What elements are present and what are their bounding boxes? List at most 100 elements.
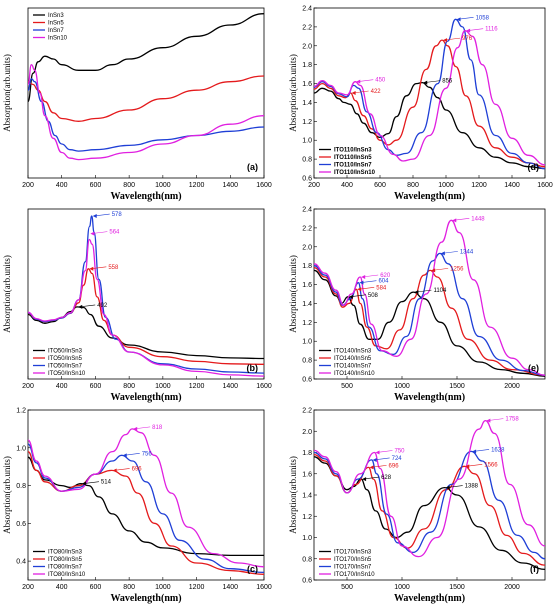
x-tick-label: 600 bbox=[374, 182, 386, 189]
y-tick-label: 1.2 bbox=[302, 320, 312, 327]
series-line-4 bbox=[28, 428, 264, 568]
x-tick-label: 400 bbox=[341, 182, 353, 189]
x-tick-label: 2000 bbox=[504, 584, 520, 591]
x-tick-label: 1200 bbox=[189, 182, 205, 189]
x-tick-label: 1400 bbox=[222, 584, 238, 591]
annotation-arrowhead bbox=[81, 481, 86, 486]
annotation-arrowhead bbox=[89, 266, 94, 271]
series-line-1 bbox=[314, 81, 545, 170]
legend-label: ITO50/InSn10 bbox=[48, 371, 86, 377]
y-tick-label: 0.8 bbox=[302, 358, 312, 365]
x-tick-label: 800 bbox=[407, 182, 419, 189]
annotation-arrowhead bbox=[372, 457, 377, 462]
x-tick-label: 1400 bbox=[222, 383, 238, 390]
panel-label: (a) bbox=[247, 162, 258, 172]
plot-frame bbox=[313, 208, 546, 380]
annotation-arrowhead bbox=[112, 468, 117, 473]
legend-label: ITO50/InSn7 bbox=[48, 364, 83, 370]
annotation-label: 818 bbox=[152, 425, 163, 431]
annotation-label: 584 bbox=[376, 285, 387, 291]
y-tick-label: 0.8 bbox=[302, 556, 312, 563]
series-line-1 bbox=[314, 456, 545, 571]
x-tick-label: 600 bbox=[90, 584, 102, 591]
annotation-arrowhead bbox=[472, 449, 477, 454]
legend-label: InSn5 bbox=[48, 21, 64, 27]
x-tick-label: 1000 bbox=[155, 584, 171, 591]
y-tick-label: 1.8 bbox=[302, 450, 312, 457]
y-tick-label: 0.6 bbox=[302, 377, 312, 384]
y-tick-label: 2.0 bbox=[302, 429, 312, 436]
x-tick-label: 200 bbox=[22, 584, 34, 591]
x-axis-label: Wavelength(nm) bbox=[110, 593, 181, 604]
series-line-3 bbox=[28, 78, 264, 152]
y-axis-label: Absorption(arb.units) bbox=[288, 456, 298, 534]
y-tick-label: 1.6 bbox=[302, 282, 312, 289]
x-tick-label: 200 bbox=[22, 182, 34, 189]
series-group bbox=[314, 18, 545, 170]
annotation-label: 604 bbox=[378, 279, 389, 285]
x-tick-label: 1400 bbox=[504, 182, 520, 189]
annotation-label: 1448 bbox=[471, 216, 485, 222]
legend-label: ITO140/InSn7 bbox=[334, 364, 372, 370]
y-axis-label: Absorption(arb.units) bbox=[2, 456, 12, 534]
x-axis-label: Wavelength(nm) bbox=[110, 191, 181, 202]
series-line-2 bbox=[28, 75, 264, 122]
x-tick-label: 800 bbox=[123, 584, 135, 591]
y-tick-label: 1.2 bbox=[16, 408, 26, 415]
annotation-arrowhead bbox=[133, 426, 138, 431]
series-group bbox=[314, 219, 545, 377]
x-tick-label: 1400 bbox=[222, 182, 238, 189]
x-axis-label: Wavelength(nm) bbox=[110, 392, 181, 403]
annotation-arrowhead bbox=[456, 17, 461, 22]
annotation-arrowhead bbox=[440, 251, 445, 256]
annotation-arrowhead bbox=[423, 80, 428, 85]
y-tick-label: 1.2 bbox=[302, 119, 312, 126]
annotation-label: 1388 bbox=[465, 484, 479, 490]
x-tick-label: 1000 bbox=[155, 182, 171, 189]
legend-label: ITO80/InSn5 bbox=[48, 557, 83, 563]
x-tick-label: 200 bbox=[22, 383, 34, 390]
series-line-2 bbox=[28, 450, 264, 575]
annotation-label: 422 bbox=[371, 89, 382, 95]
annotation-label: 508 bbox=[368, 293, 379, 299]
y-tick-label: 0.8 bbox=[302, 157, 312, 164]
annotation-label: 1058 bbox=[476, 15, 490, 21]
legend-label: ITO170/InSn7 bbox=[334, 565, 372, 571]
legend-label: ITO110/InSn7 bbox=[334, 163, 372, 169]
annotation-arrowhead bbox=[78, 304, 83, 309]
panel-label: (d) bbox=[528, 162, 540, 172]
panel-2: 200 400 600 800 1000 1200 1400 1600 0.6 0.8 1.0 1.2… bbox=[288, 6, 553, 203]
legend-label: ITO50/InSn3 bbox=[48, 349, 83, 355]
y-tick-label: 1.0 bbox=[16, 445, 26, 452]
y-axis-label: Absorption(arb.units) bbox=[2, 255, 12, 333]
annotation-arrowhead bbox=[92, 214, 97, 219]
annotation-label: 1256 bbox=[450, 266, 464, 272]
legend-label: ITO80/InSn3 bbox=[48, 550, 83, 556]
panel-label: (f) bbox=[530, 564, 539, 574]
x-axis-label: Wavelength(nm) bbox=[394, 593, 465, 604]
panel-5: 200 400 600 800 1000 1200 1400 1600 0.4 0.6 0.8 1.0… bbox=[2, 408, 272, 605]
plot-frame bbox=[27, 208, 265, 380]
y-tick-label: 1.6 bbox=[302, 471, 312, 478]
annotation-label: 976 bbox=[462, 36, 473, 42]
y-tick-label: 2.2 bbox=[302, 24, 312, 31]
y-tick-label: 1.0 bbox=[302, 138, 312, 145]
series-line-4 bbox=[314, 219, 545, 376]
x-tick-label: 500 bbox=[341, 584, 353, 591]
x-tick-label: 1500 bbox=[449, 584, 465, 591]
y-tick-label: 1.8 bbox=[302, 263, 312, 270]
y-tick-label: 1.2 bbox=[302, 514, 312, 521]
panel-label: (e) bbox=[528, 363, 539, 373]
annotation-label: 696 bbox=[132, 466, 143, 472]
x-tick-label: 1200 bbox=[471, 182, 487, 189]
y-tick-label: 1.4 bbox=[302, 100, 312, 107]
legend-label: ITO170/InSn10 bbox=[334, 572, 375, 578]
series-group bbox=[28, 215, 264, 377]
annotation-arrowhead bbox=[369, 465, 374, 470]
legend-label: ITO170/InSn5 bbox=[334, 557, 372, 563]
y-tick-label: 2.4 bbox=[302, 207, 312, 214]
legend-label: ITO140/InSn5 bbox=[334, 356, 372, 362]
annotation-arrowhead bbox=[452, 218, 457, 223]
